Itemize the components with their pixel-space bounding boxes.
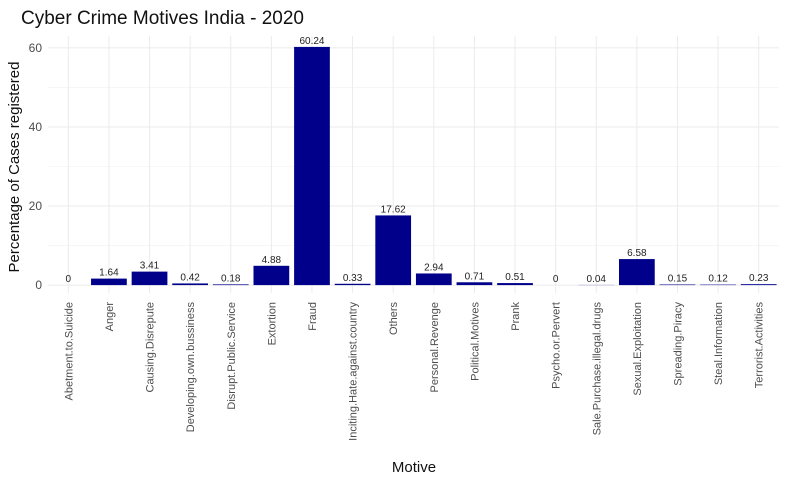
x-tick-label: Disrupt.Public.Service — [226, 302, 238, 410]
y-tick-label: 60 — [29, 41, 43, 55]
data-label: 0 — [66, 274, 72, 285]
x-tick-label: Causing.Disrepute — [145, 302, 157, 393]
x-tick-label: Political.Motives — [469, 302, 481, 381]
data-label: 17.62 — [381, 204, 406, 215]
data-label: 0.71 — [465, 271, 485, 282]
x-tick-label: Sexual.Exploitation — [632, 302, 644, 396]
bar — [212, 284, 249, 286]
x-axis-title: Motive — [392, 459, 436, 476]
y-tick-label: 0 — [35, 278, 42, 292]
bar — [334, 283, 371, 286]
bar — [456, 282, 493, 286]
x-tick-label: Developing.own.bussiness — [185, 302, 197, 433]
data-labels: 0 1.64 3.41 0.42 0.18 4.88 60.24 0.33 17.62 2.94 0… — [66, 36, 769, 285]
data-label: 0.04 — [587, 274, 607, 285]
x-tick-label: Abetment.to.Suicide — [63, 302, 75, 400]
data-label: 3.41 — [140, 261, 160, 272]
x-tick-label: Fraud — [307, 302, 319, 331]
data-label: 2.94 — [424, 262, 444, 273]
data-label: 0.42 — [180, 272, 200, 283]
y-axis: 0 20 40 60 — [29, 41, 43, 292]
chart-title: Cyber Crime Motives India - 2020 — [21, 8, 304, 29]
y-tick-label: 40 — [29, 120, 43, 134]
data-label: 0.12 — [708, 274, 728, 285]
bar — [91, 278, 127, 286]
bar — [659, 284, 696, 286]
bar — [618, 259, 655, 286]
x-tick-label: Others — [388, 302, 400, 336]
data-label: 0.51 — [505, 272, 525, 283]
x-tick-label: Psycho.or.Pervert — [551, 302, 563, 389]
data-label: 0.18 — [221, 273, 241, 284]
x-tick-label: Anger — [104, 302, 116, 332]
bar — [415, 273, 452, 286]
bar — [375, 215, 412, 286]
x-axis: Abetment.to.Suicide Anger Causing.Disreput… — [63, 302, 765, 441]
bar — [253, 265, 290, 286]
x-tick-label: Inciting.Hate.against.country — [348, 302, 360, 441]
data-label: 4.88 — [262, 255, 282, 266]
bars — [91, 46, 777, 286]
x-tick-label: Steal.Information — [713, 302, 725, 385]
bar — [497, 283, 533, 286]
x-tick-label: Prank — [510, 302, 522, 331]
data-label: 0.33 — [343, 273, 363, 284]
x-tick-label: Terrorist.Activities — [754, 302, 766, 389]
y-tick-label: 20 — [29, 199, 43, 213]
bar — [294, 46, 330, 286]
data-label: 6.58 — [627, 248, 647, 259]
data-label: 60.24 — [299, 36, 324, 47]
data-label: 0.23 — [749, 273, 769, 284]
data-label: 1.64 — [99, 268, 119, 279]
bar — [172, 283, 209, 286]
bar — [131, 271, 168, 286]
data-label: 0 — [553, 274, 559, 285]
data-label: 0.15 — [668, 273, 688, 284]
y-axis-title: Percentage of Cases registered — [6, 62, 23, 273]
x-tick-label: Extortion — [266, 302, 278, 345]
bar — [740, 284, 777, 286]
x-tick-label: Personal.Revenge — [429, 302, 441, 393]
grid — [48, 36, 779, 293]
x-tick-label: Sale.Purchase.illegal.drugs — [591, 302, 603, 436]
x-tick-label: Spreading.Piracy — [672, 302, 684, 386]
